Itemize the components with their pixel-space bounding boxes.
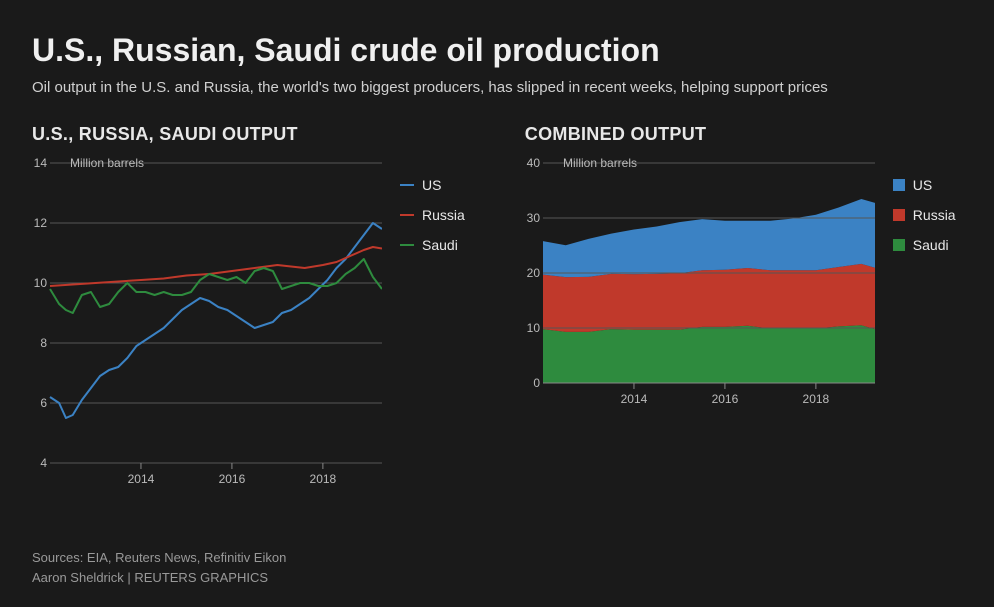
legend-swatch [400,184,414,186]
svg-text:10: 10 [526,321,540,335]
page-subtitle: Oil output in the U.S. and Russia, the w… [32,79,962,96]
legend-item-saudi: Saudi [400,237,465,253]
svg-text:Million barrels: Million barrels [563,156,637,170]
svg-text:Million barrels: Million barrels [70,156,144,170]
chart1-legend: US Russia Saudi [400,177,465,253]
svg-text:30: 30 [526,211,540,225]
svg-text:2014: 2014 [620,392,647,406]
svg-text:10: 10 [34,276,48,290]
svg-text:20: 20 [526,266,540,280]
svg-text:12: 12 [34,216,48,230]
svg-text:40: 40 [526,156,540,170]
page-title: U.S., Russian, Saudi crude oil productio… [32,32,962,69]
svg-text:0: 0 [533,376,540,390]
legend-label: Russia [913,207,956,223]
svg-text:14: 14 [34,156,48,170]
svg-text:2016: 2016 [711,392,738,406]
chart2-title: COMBINED OUTPUT [525,124,956,145]
svg-text:8: 8 [40,336,47,350]
chart1-block: U.S., RUSSIA, SAUDI OUTPUT 4 6 8 10 12 14 Mill… [32,124,465,493]
chart2-legend: US Russia Saudi [893,177,956,253]
legend-swatch [400,214,414,216]
legend-swatch [893,179,905,191]
line-chart: 4 6 8 10 12 14 Million barrels 2014 2016 2018 [32,153,382,493]
legend-swatch [893,209,905,221]
chart2-block: COMBINED OUTPUT 0 10 20 30 40 Million barrels… [525,124,956,493]
legend-item-saudi: Saudi [893,237,956,253]
svg-text:2018: 2018 [310,472,337,486]
svg-text:2016: 2016 [219,472,246,486]
footer-sources: Sources: EIA, Reuters News, Refinitiv Ei… [32,548,286,568]
legend-label: US [913,177,932,193]
legend-item-us: US [400,177,465,193]
legend-item-russia: Russia [400,207,465,223]
legend-label: Saudi [422,237,458,253]
legend-label: Russia [422,207,465,223]
footer: Sources: EIA, Reuters News, Refinitiv Ei… [32,548,286,587]
svg-text:2014: 2014 [128,472,155,486]
legend-label: Saudi [913,237,949,253]
legend-swatch [400,244,414,246]
legend-item-russia: Russia [893,207,956,223]
legend-swatch [893,239,905,251]
footer-byline: Aaron Sheldrick | REUTERS GRAPHICS [32,568,286,588]
svg-text:4: 4 [40,456,47,470]
charts-container: U.S., RUSSIA, SAUDI OUTPUT 4 6 8 10 12 14 Mill… [32,124,962,493]
chart1-title: U.S., RUSSIA, SAUDI OUTPUT [32,124,465,145]
legend-label: US [422,177,441,193]
svg-text:2018: 2018 [802,392,829,406]
area-chart: 0 10 20 30 40 Million barrels 2014 2016 2018 [525,153,875,413]
svg-text:6: 6 [40,396,47,410]
legend-item-us: US [893,177,956,193]
